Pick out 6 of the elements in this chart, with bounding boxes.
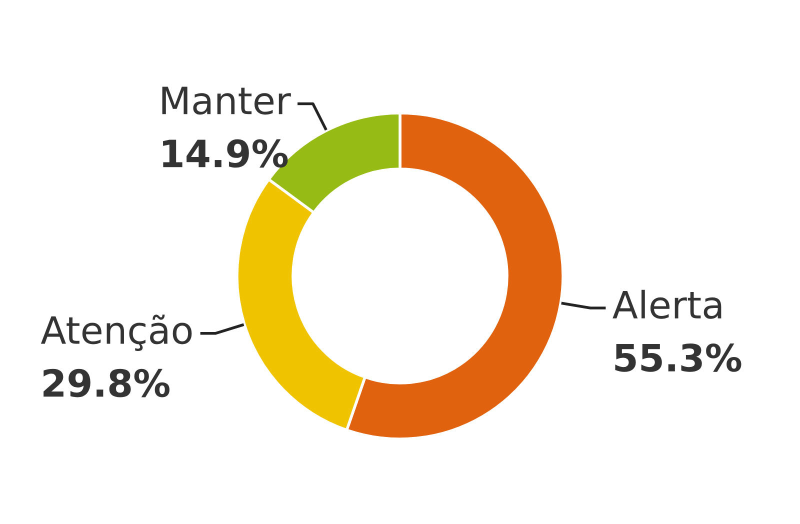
data-label: 55.3%	[615, 344, 742, 372]
slice-label: Atenção	[40, 314, 192, 351]
slice-label: Alerta	[612, 290, 722, 319]
slice-label: Manter	[162, 86, 291, 115]
data-label: 29.8%	[44, 368, 170, 398]
data-label: 14.9%	[163, 139, 288, 168]
